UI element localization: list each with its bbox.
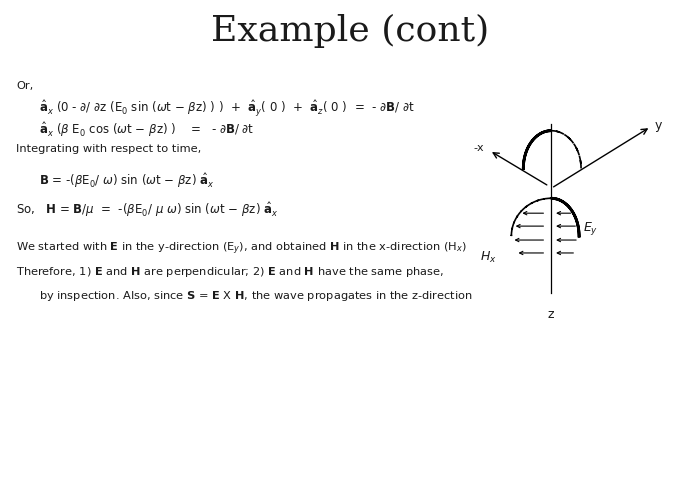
Text: Example (cont): Example (cont) [211,14,489,48]
Text: y: y [654,119,662,132]
Text: z: z [548,308,554,320]
Text: -x: -x [474,142,484,152]
Text: We started with $\mathbf{E}$ in the y-direction (E$_y$), and obtained $\mathbf{H: We started with $\mathbf{E}$ in the y-di… [16,241,467,257]
Text: Therefore, 1) $\mathbf{E}$ and $\mathbf{H}$ are perpendicular; 2) $\mathbf{E}$ a: Therefore, 1) $\mathbf{E}$ and $\mathbf{… [16,265,444,279]
Text: Integrating with respect to time,: Integrating with respect to time, [16,143,202,154]
Text: $H_x$: $H_x$ [480,250,496,266]
Text: $\hat{\mathbf{a}}_x$ (0 - $\partial$/ $\partial$z (E$_0$ sin ($\omega$t $-$ $\be: $\hat{\mathbf{a}}_x$ (0 - $\partial$/ $\… [39,98,415,118]
Text: $\hat{\mathbf{a}}_x$ ($\beta$ E$_0$ cos ($\omega$t $-$ $\beta$z) )    =   - $\pa: $\hat{\mathbf{a}}_x$ ($\beta$ E$_0$ cos … [39,120,255,139]
Text: $E_y$: $E_y$ [583,219,598,237]
Text: Or,: Or, [16,81,34,91]
Text: So,   $\mathbf{H}$ = $\mathbf{B}$/$\mu$  =  -($\beta$E$_0$/ $\mu$ $\omega$) sin : So, $\mathbf{H}$ = $\mathbf{B}$/$\mu$ = … [16,200,279,219]
Text: $\mathbf{B}$ = -($\beta$E$_0$/ $\omega$) sin ($\omega$t $-$ $\beta$z) $\hat{\mat: $\mathbf{B}$ = -($\beta$E$_0$/ $\omega$)… [39,172,215,190]
Text: by inspection. Also, since $\mathbf{S}$ = $\mathbf{E}$ X $\mathbf{H}$, the wave : by inspection. Also, since $\mathbf{S}$ … [39,289,473,303]
